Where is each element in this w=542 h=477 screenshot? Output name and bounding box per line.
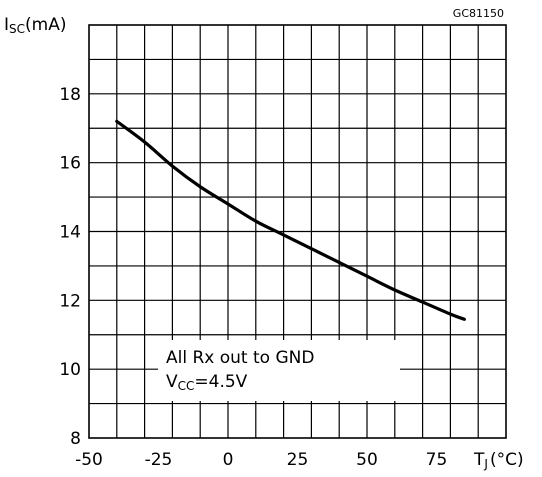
x-axis-label: TJ (°C): [473, 450, 524, 471]
y-tick-label: 18: [59, 85, 81, 105]
annotation-line2: VCC=4.5V: [166, 372, 248, 393]
grid: [89, 25, 506, 438]
annotation-line1: All Rx out to GND: [166, 348, 314, 368]
x-tick-label: 50: [356, 450, 378, 470]
x-tick-label: 0: [223, 450, 234, 470]
x-tick-label: 25: [287, 450, 309, 470]
figure-code: GC81150: [453, 7, 504, 20]
y-tick-label: 16: [59, 154, 81, 174]
series-line: [115, 119, 466, 321]
y-tick-label: 10: [59, 360, 81, 380]
y-axis-label: ISC(mA): [4, 15, 66, 36]
x-tick-label: 75: [426, 450, 448, 470]
y-tick-label: 14: [59, 223, 81, 243]
y-tick-label: 12: [59, 291, 81, 311]
annotation-box: [158, 340, 400, 401]
y-tick-label: 8: [70, 429, 81, 449]
tick-labels: -50 -25 0 25 50 75 8 10 12 14 16 18: [59, 85, 447, 470]
plot-frame: [88, 24, 507, 439]
x-tick-label: -50: [75, 450, 103, 470]
x-tick-label: -25: [145, 450, 173, 470]
